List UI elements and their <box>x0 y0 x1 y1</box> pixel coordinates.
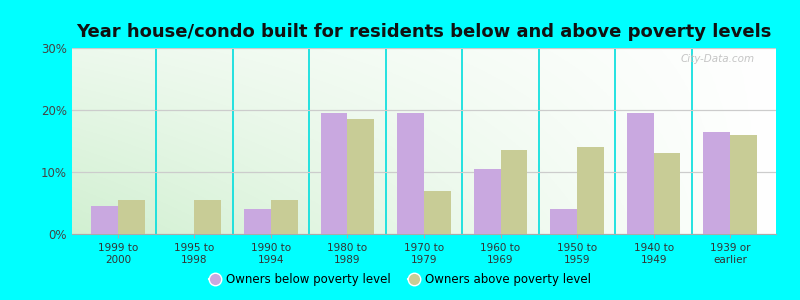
Legend: Owners below poverty level, Owners above poverty level: Owners below poverty level, Owners above… <box>205 269 595 291</box>
Bar <box>424 190 450 234</box>
Bar <box>398 113 424 234</box>
Bar <box>654 153 680 234</box>
Bar <box>550 209 577 234</box>
Bar <box>118 200 145 234</box>
Bar <box>244 209 271 234</box>
Title: Year house/condo built for residents below and above poverty levels: Year house/condo built for residents bel… <box>76 23 772 41</box>
Bar <box>703 132 730 234</box>
Bar <box>501 150 527 234</box>
Bar <box>730 135 757 234</box>
Bar <box>271 200 298 234</box>
Bar <box>194 200 222 234</box>
Bar <box>347 119 374 234</box>
Bar <box>577 147 604 234</box>
Bar <box>91 206 118 234</box>
Bar <box>474 169 501 234</box>
Bar <box>321 113 347 234</box>
Bar <box>626 113 654 234</box>
Text: City-Data.com: City-Data.com <box>681 54 755 64</box>
